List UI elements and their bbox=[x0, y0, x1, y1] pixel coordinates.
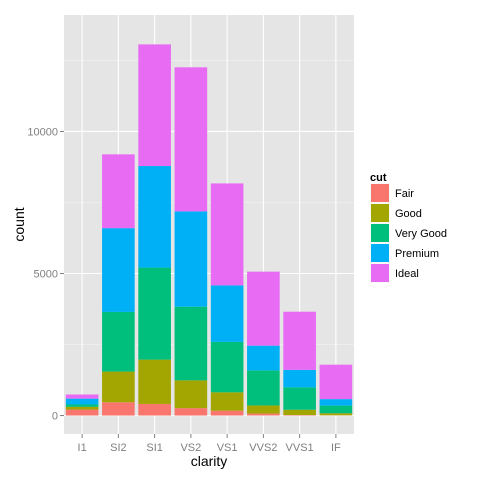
bar-VS1-fair bbox=[210, 410, 244, 416]
bar-I1-premium bbox=[65, 398, 99, 405]
bar-I1-very-good bbox=[65, 404, 99, 407]
bar-VS2-fair bbox=[174, 408, 208, 416]
bar-VS2-good bbox=[174, 380, 208, 409]
y-tick-label: 10000 bbox=[27, 126, 58, 138]
bar-IF-good bbox=[319, 413, 353, 416]
y-tick-label: 5000 bbox=[34, 269, 58, 281]
bar-SI2-ideal bbox=[102, 154, 135, 229]
legend-swatch bbox=[371, 204, 389, 222]
bar-VS1-premium bbox=[210, 285, 244, 342]
bar-VVS1-good bbox=[283, 409, 316, 416]
bar-VS2-premium bbox=[174, 211, 208, 307]
x-tick-label: VVS1 bbox=[286, 442, 314, 454]
x-tick-label: SI2 bbox=[110, 442, 127, 454]
legend-title: cut bbox=[370, 172, 387, 184]
bar-SI2-premium bbox=[102, 228, 135, 312]
legend-swatch bbox=[371, 244, 389, 262]
bar-VVS2-ideal bbox=[247, 271, 280, 346]
legend-label: Premium bbox=[395, 248, 439, 260]
bar-SI2-very-good bbox=[102, 311, 135, 372]
bar-IF-premium bbox=[319, 399, 353, 406]
bar-VS1-good bbox=[210, 392, 244, 411]
legend-label: Very Good bbox=[395, 228, 447, 240]
x-tick-label: SI1 bbox=[146, 442, 163, 454]
bar-SI2-fair bbox=[102, 402, 135, 416]
bar-SI2-good bbox=[102, 371, 135, 403]
bar-VVS2-premium bbox=[247, 345, 280, 371]
legend-swatch bbox=[371, 224, 389, 242]
bar-VVS2-good bbox=[247, 405, 280, 414]
bar-I1-fair bbox=[65, 409, 99, 416]
bar-VVS1-very-good bbox=[283, 387, 316, 410]
bar-SI1-very-good bbox=[138, 267, 171, 360]
bar-VS2-very-good bbox=[174, 306, 208, 381]
y-tick-label: 0 bbox=[52, 411, 58, 423]
x-axis-ticks: I1 SI2 SI1 VS2 VS1 VVS2 VVS1 IF bbox=[78, 434, 341, 454]
bars bbox=[65, 44, 353, 416]
legend-items: Fair Good Very Good Premium Ideal bbox=[369, 182, 447, 284]
x-tick-label: IF bbox=[331, 442, 341, 454]
x-tick-label: VS1 bbox=[217, 442, 238, 454]
y-axis-ticks: 0 5000 10000 bbox=[27, 126, 64, 423]
bar-VVS2-fair bbox=[247, 413, 280, 416]
bar-SI1-fair bbox=[138, 403, 171, 416]
bar-SI1-good bbox=[138, 359, 171, 404]
legend-label: Good bbox=[395, 208, 422, 220]
bar-SI1-ideal bbox=[138, 44, 171, 167]
bar-VS1-ideal bbox=[210, 183, 244, 286]
bar-IF-very-good bbox=[319, 405, 353, 414]
bar-VS1-very-good bbox=[210, 341, 244, 393]
bar-I1-ideal bbox=[65, 394, 99, 399]
legend-label: Ideal bbox=[395, 268, 419, 280]
x-axis-title: clarity bbox=[191, 453, 228, 469]
bar-IF-ideal bbox=[319, 364, 353, 400]
x-tick-label: VVS2 bbox=[249, 442, 277, 454]
bar-I1-good bbox=[65, 406, 99, 410]
bar-VVS1-premium bbox=[283, 369, 316, 388]
legend-label: Fair bbox=[395, 188, 414, 200]
legend-swatch bbox=[371, 184, 389, 202]
legend: cut Fair Good Very Good Premium Ideal bbox=[369, 172, 447, 284]
x-tick-label: I1 bbox=[78, 442, 87, 454]
bar-SI1-premium bbox=[138, 166, 171, 268]
x-tick-label: VS2 bbox=[180, 442, 201, 454]
bar-VS2-ideal bbox=[174, 67, 208, 212]
legend-swatch bbox=[371, 264, 389, 282]
y-axis-title: count bbox=[11, 207, 27, 241]
bar-VVS1-ideal bbox=[283, 311, 316, 370]
bar-VVS2-very-good bbox=[247, 370, 280, 406]
